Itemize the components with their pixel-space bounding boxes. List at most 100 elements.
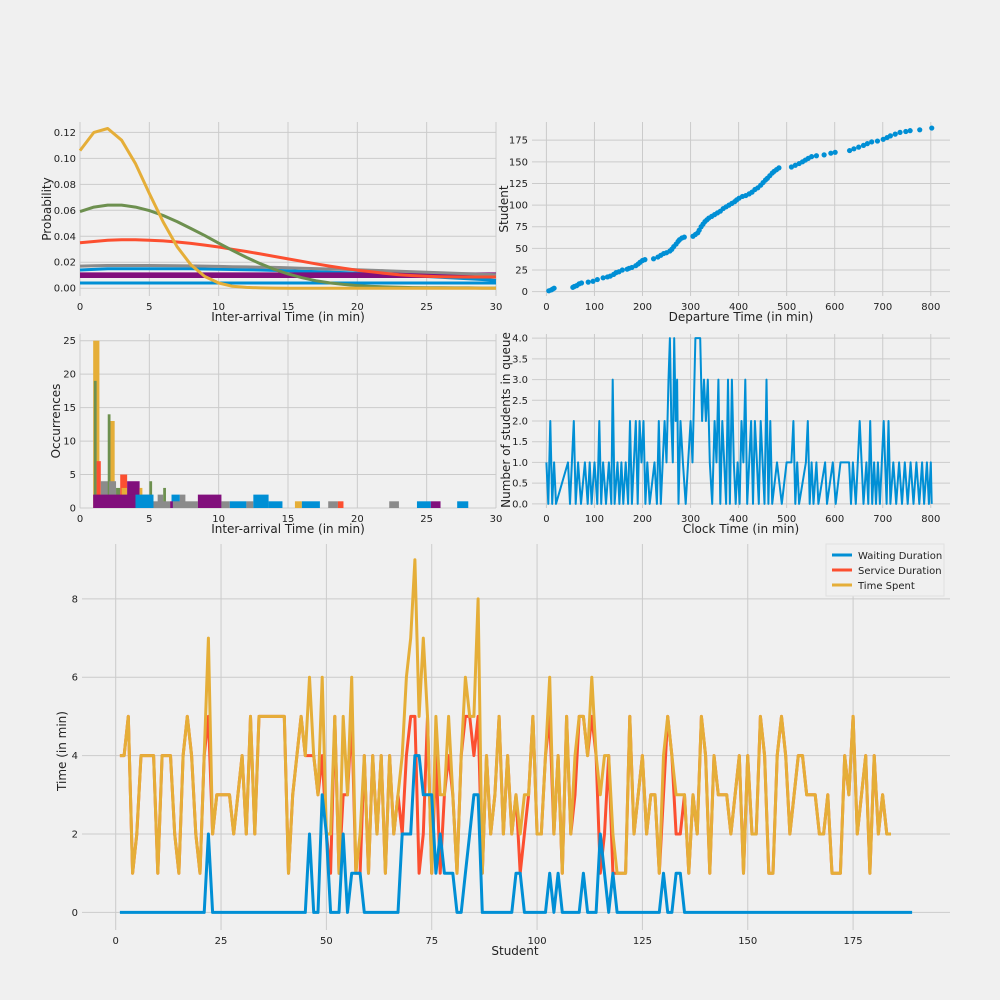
- durations-ytick-label: 8: [72, 594, 78, 605]
- histogram-bar: [107, 414, 111, 508]
- pdf-series-line-7: [78, 127, 496, 290]
- histogram-bar: [337, 501, 344, 508]
- queue-ytick-label: 3.0: [512, 375, 528, 386]
- durations-xtick-label: 150: [738, 936, 757, 947]
- queue-xtick-label: 700: [873, 514, 892, 525]
- departure-gridlines: [532, 122, 950, 296]
- durations-xlabel: Student: [491, 944, 539, 958]
- queue-ytick-label: 2.5: [512, 396, 528, 407]
- histogram-bar: [110, 421, 115, 508]
- queue-xtick-label: 300: [681, 514, 700, 525]
- departure-point: [856, 144, 862, 150]
- departure-point: [864, 141, 870, 147]
- queue-chart: Clock Time (in min) Number of students i…: [499, 332, 950, 536]
- histogram-bar: [229, 501, 247, 508]
- departure-ytick-label: 150: [509, 157, 528, 168]
- departure-point: [892, 131, 898, 137]
- pdf-ytick-label: 0.02: [54, 258, 76, 269]
- departure-point: [851, 146, 857, 152]
- departure-ytick-label: 75: [515, 222, 528, 233]
- durations-ytick-label: 2: [72, 829, 78, 840]
- histogram-xtick-label: 25: [420, 514, 433, 525]
- departure-xtick-label: 500: [777, 302, 796, 313]
- queue-xtick-label: 100: [585, 514, 604, 525]
- pdf-xtick-label: 20: [351, 302, 364, 313]
- durations-chart: Student Time (in min) Waiting Duration S…: [55, 543, 950, 958]
- queue-xtick-label: 500: [777, 514, 796, 525]
- departure-point: [681, 234, 687, 240]
- queue-ytick-label: 1.5: [512, 437, 528, 448]
- histogram-bar: [246, 501, 254, 508]
- pdf-ylabel: Probability: [40, 177, 54, 240]
- histogram-bar: [172, 501, 198, 508]
- pdf-xtick-label: 15: [282, 302, 295, 313]
- pdf-ytick-label: 0.10: [54, 154, 76, 165]
- departure-xtick-label: 100: [585, 302, 604, 313]
- pdf-xtick-label: 0: [77, 302, 83, 313]
- queue-xtick-label: 200: [633, 514, 652, 525]
- departure-point: [809, 154, 815, 160]
- pdf-xtick-label: 10: [212, 302, 225, 313]
- durations-ylabel: Time (in min): [55, 711, 69, 792]
- legend-label-time-spent: Time Spent: [857, 581, 915, 592]
- histogram-bar: [221, 501, 230, 508]
- departure-xtick-label: 600: [825, 302, 844, 313]
- histogram-ytick-label: 15: [63, 403, 76, 414]
- departure-point: [821, 152, 827, 158]
- departure-point: [642, 257, 648, 263]
- histogram-bar: [328, 501, 338, 508]
- queue-xtick-label: 0: [543, 514, 549, 525]
- histogram-ytick-label: 20: [63, 370, 76, 381]
- histogram-ytick-label: 25: [63, 336, 76, 347]
- departure-point: [619, 267, 625, 273]
- histogram-bar: [163, 487, 166, 508]
- queue-line: [545, 337, 933, 505]
- pdf-xtick-label: 5: [146, 302, 152, 313]
- histogram-ytick-label: 0: [70, 504, 76, 515]
- departure-point: [832, 149, 838, 155]
- durations-xtick-label: 125: [633, 936, 652, 947]
- departure-ytick-label: 100: [509, 201, 528, 212]
- pdf-ytick-label: 0.08: [54, 180, 76, 191]
- departure-xtick-label: 0: [543, 302, 549, 313]
- departure-xtick-label: 300: [681, 302, 700, 313]
- departure-xtick-label: 400: [729, 302, 748, 313]
- departure-xtick-label: 200: [633, 302, 652, 313]
- departure-point: [846, 147, 853, 154]
- departure-ytick-label: 175: [509, 136, 528, 147]
- departure-ytick-label: 125: [509, 179, 528, 190]
- histogram-bar: [93, 494, 136, 508]
- histogram-bar: [253, 494, 269, 508]
- histogram-ytick-label: 5: [70, 470, 76, 481]
- histogram-bar: [268, 501, 283, 508]
- departure-ytick-label: 50: [515, 244, 528, 255]
- histogram-xlabel: Inter-arrival Time (in min): [211, 522, 365, 536]
- queue-ylabel: Number of students in queue: [499, 332, 513, 508]
- departure-xtick-label: 700: [873, 302, 892, 313]
- departure-point: [578, 280, 585, 286]
- histogram-chart: Inter-arrival Time (in min) Occurrences …: [49, 334, 502, 536]
- pdf-ytick-label: 0.04: [54, 232, 76, 243]
- departure-point: [585, 279, 591, 285]
- pdf-ytick-label: 0.12: [54, 128, 76, 139]
- departure-chart: Departure Time (in min) Student 0 100 200 3…: [497, 122, 950, 324]
- departure-ytick-label: 25: [515, 266, 528, 277]
- histogram-ytick-label: 10: [63, 437, 76, 448]
- histogram-bar: [153, 501, 171, 508]
- departure-ytick-label: 0: [522, 287, 528, 298]
- histogram-bar: [457, 501, 469, 508]
- departure-point: [776, 165, 782, 171]
- queue-xtick-label: 400: [729, 514, 748, 525]
- departure-point: [917, 127, 923, 133]
- durations-ytick-label: 0: [72, 908, 78, 919]
- durations-line-waiting-duration: [119, 754, 913, 914]
- queue-ytick-label: 2.0: [512, 417, 528, 428]
- queue-xtick-label: 600: [825, 514, 844, 525]
- departure-ylabel: Student: [497, 185, 511, 233]
- durations-ytick-label: 6: [72, 673, 78, 684]
- queue-ytick-label: 4.0: [512, 334, 528, 345]
- legend-label-waiting: Waiting Duration: [858, 551, 942, 562]
- queue-ytick-label: 0.5: [512, 479, 528, 490]
- histogram-gridlines: [79, 334, 497, 509]
- pdf-ytick-label: 0.00: [54, 284, 76, 295]
